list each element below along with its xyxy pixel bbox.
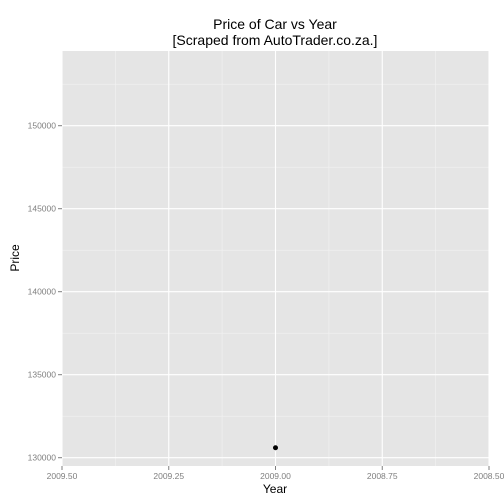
x-tick-label: 2009.00 xyxy=(260,471,291,481)
chart-title-line-2: [Scraped from AutoTrader.co.za.] xyxy=(173,32,378,48)
x-tick-label: 2008.50 xyxy=(474,471,504,481)
x-tick-label: 2009.25 xyxy=(153,471,184,481)
data-points xyxy=(273,445,278,450)
x-tick-label: 2009.50 xyxy=(47,471,78,481)
y-tick-label: 145000 xyxy=(28,204,57,214)
y-axis: 130000 135000 140000 145000 150000 xyxy=(28,121,62,463)
y-tick-label: 150000 xyxy=(28,121,57,131)
y-tick-label: 140000 xyxy=(28,287,57,297)
data-point xyxy=(273,445,278,450)
y-axis-title: Price xyxy=(8,244,22,272)
x-axis-title: Year xyxy=(263,482,287,496)
chart-title-line-1: Price of Car vs Year xyxy=(213,16,337,32)
x-axis: 2009.50 2009.25 2009.00 2008.75 2008.50 xyxy=(47,466,504,481)
y-tick-label: 135000 xyxy=(28,370,57,380)
y-tick-label: 130000 xyxy=(28,453,57,463)
x-tick-label: 2008.75 xyxy=(367,471,398,481)
